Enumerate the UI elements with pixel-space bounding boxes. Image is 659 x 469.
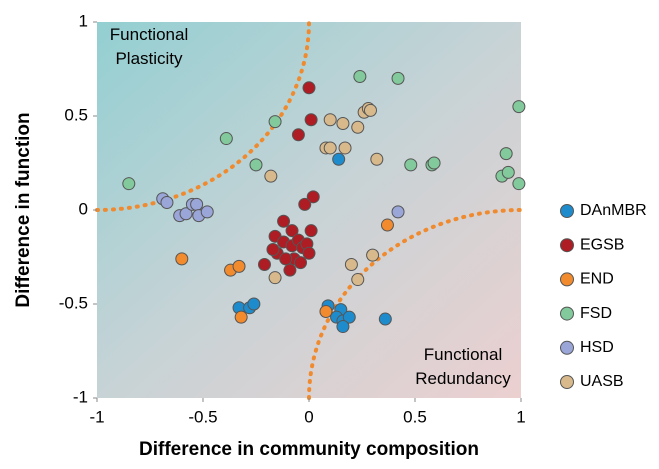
x-axis-title: Difference in community composition [139, 439, 479, 460]
legend-label: UASB [580, 373, 624, 390]
data-point [279, 252, 293, 266]
x-tick-label: -0.5 [188, 407, 217, 426]
data-point [306, 190, 320, 204]
data-point [499, 147, 513, 161]
data-point [268, 271, 282, 285]
data-point [391, 71, 405, 85]
x-tick-label: 1 [516, 407, 525, 426]
y-axis-title: Difference in function [13, 112, 34, 307]
data-point [323, 141, 337, 155]
data-point [353, 70, 367, 84]
data-point [219, 132, 233, 146]
y-tick-label: 0 [79, 199, 88, 218]
data-point [380, 218, 394, 232]
data-point [160, 195, 174, 209]
data-point [351, 273, 365, 287]
data-point [344, 258, 358, 272]
data-point [122, 177, 136, 191]
annotation: Functional Plasticity [110, 25, 188, 68]
annotation: Functional Redundancy [415, 345, 511, 388]
data-point [378, 312, 392, 326]
data-point [268, 115, 282, 129]
data-point [370, 152, 384, 166]
legend-marker [560, 238, 574, 253]
legend-marker [560, 306, 574, 321]
data-point [336, 117, 350, 131]
data-point [247, 297, 261, 311]
data-point [257, 258, 271, 272]
y-tick-label: 0.5 [64, 105, 88, 124]
data-point [291, 128, 305, 142]
data-point [342, 310, 356, 324]
redundancy-boundary [307, 208, 523, 400]
data-point [298, 197, 312, 211]
legend-label: HSD [580, 339, 614, 356]
x-tick-label: -1 [89, 407, 104, 426]
data-point [391, 205, 405, 219]
legend-marker [560, 375, 574, 389]
data-point [338, 141, 352, 155]
data-point [323, 113, 337, 127]
data-point [336, 320, 350, 334]
data-point [285, 224, 299, 238]
legend-label: END [580, 271, 614, 288]
data-point [277, 214, 291, 228]
plot-background [97, 22, 521, 398]
x-tick-label: 0 [304, 407, 313, 426]
data-point [304, 113, 318, 127]
plasticity-boundary [95, 20, 311, 212]
data-point [266, 242, 280, 256]
data-point [302, 81, 316, 95]
legend-marker [560, 272, 574, 287]
data-point [232, 259, 246, 273]
data-point [332, 152, 346, 166]
data-point [234, 310, 248, 324]
legend-marker [560, 204, 574, 218]
legend-label: DAnMBR [580, 202, 647, 219]
data-point [179, 207, 193, 221]
data-point [264, 169, 278, 183]
data-point [283, 263, 297, 277]
data-point [404, 158, 418, 172]
y-tick-label: -0.5 [59, 293, 88, 312]
data-point [427, 156, 441, 170]
data-point [501, 165, 515, 179]
data-point [319, 305, 333, 319]
data-point [366, 248, 380, 262]
x-tick-label: 0.5 [403, 407, 427, 426]
data-point [512, 177, 526, 191]
data-point [363, 103, 377, 117]
data-point [304, 224, 318, 238]
legend-label: EGSB [580, 236, 624, 253]
data-point [302, 246, 316, 260]
y-tick-label: -1 [73, 387, 88, 406]
data-point [512, 100, 526, 114]
y-tick-label: 1 [79, 11, 88, 30]
data-point [294, 256, 308, 270]
data-point [200, 205, 214, 219]
data-point [190, 197, 204, 211]
legend-label: FSD [580, 305, 612, 322]
legend-marker [560, 340, 574, 355]
data-point [351, 120, 365, 134]
data-point [175, 252, 189, 266]
data-point [249, 158, 263, 172]
